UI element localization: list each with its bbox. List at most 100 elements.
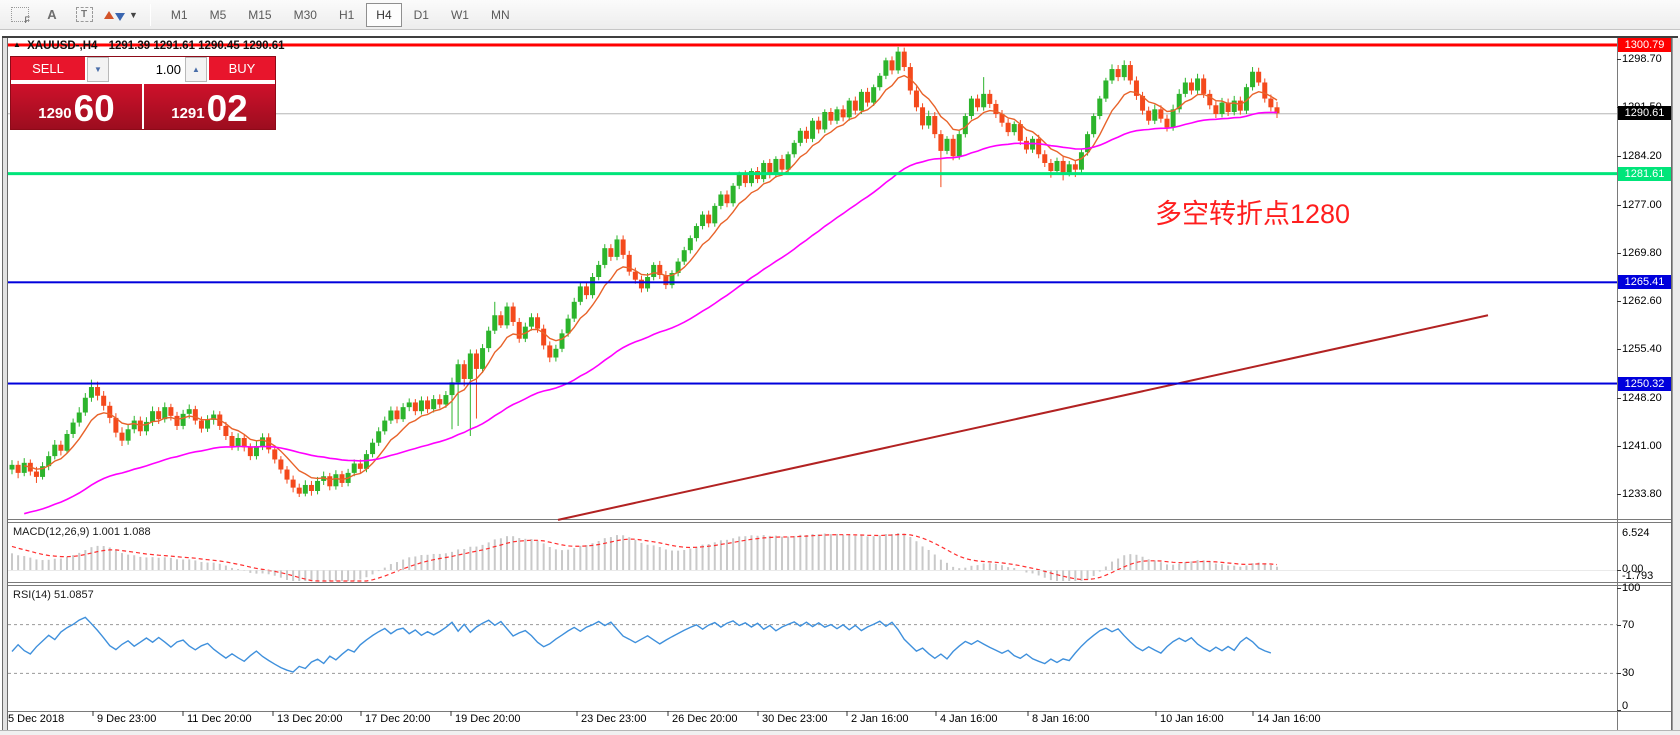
ohlc-values: 1291.39 1291.61 1290.45 1290.61 — [108, 40, 285, 52]
volume-input[interactable] — [109, 57, 185, 82]
timeframe-M5[interactable]: M5 — [209, 7, 227, 22]
window-right-edge — [1671, 38, 1672, 730]
volume-increase-button[interactable]: ▲ — [185, 57, 207, 82]
time-ticks — [92, 711, 1254, 716]
price-tick-label: 1241.00 — [1622, 440, 1662, 453]
axis-tick — [1617, 494, 1621, 496]
timeframe-M15[interactable]: M15 — [248, 7, 272, 22]
axis-tick — [1617, 446, 1621, 448]
price-tick-label: 1262.60 — [1622, 295, 1662, 308]
price-tick-label: 1298.70 — [1622, 53, 1662, 65]
axis-tick — [1617, 624, 1621, 626]
macd-signal-line — [11, 533, 1278, 582]
price-tick-label: 1284.20 — [1622, 150, 1662, 163]
one-click-trading-panel: SELL ▼ ▲ BUY 1290 60 1291 02 — [10, 56, 276, 130]
volume-stepper: ▼ ▲ — [85, 57, 209, 82]
price-level-badge: 1265.41 — [1618, 275, 1671, 290]
chevron-down-icon[interactable]: ▼ — [129, 9, 138, 20]
rsi-level-lines — [8, 624, 1617, 674]
time-axis-label: 14 Jan 16:00 — [1257, 713, 1321, 725]
buy-button[interactable]: BUY — [209, 57, 275, 82]
chart-annotation[interactable]: 多空转折点1280 — [1155, 199, 1351, 229]
axis-tick — [1617, 397, 1621, 399]
price-level-badge: 1290.61 — [1618, 106, 1671, 121]
sell-price-tile[interactable]: 1290 60 — [11, 84, 142, 129]
price-level-badge: 1250.32 — [1618, 376, 1671, 391]
toolbar-separator — [149, 3, 151, 26]
toolbar: F A T ▼ M1 M5 M15 M30 H1 H4 D1 W1 MN — [0, 0, 1680, 30]
sell-price-small: 1290 — [38, 105, 72, 122]
candles-layer — [9, 46, 1280, 498]
rsi-tick-label: 100 — [1622, 582, 1641, 594]
price-tick-label: 1248.20 — [1622, 391, 1662, 404]
macd-histogram — [11, 533, 1278, 581]
time-axis-label: 26 Dec 20:00 — [672, 713, 738, 725]
time-axis-label: 13 Dec 20:00 — [277, 713, 343, 725]
time-axis-label: 10 Jan 16:00 — [1160, 713, 1224, 725]
price-axis-border — [1617, 38, 1618, 730]
timeframe-D1[interactable]: D1 — [413, 7, 429, 22]
window-left-edge — [2, 38, 8, 730]
macd-min-label: -1.793 — [1622, 570, 1654, 582]
price-tick-label: 1269.80 — [1622, 246, 1662, 259]
axis-tick — [1617, 156, 1621, 158]
macd-zero-label: 0.00 — [1622, 563, 1644, 575]
price-tick-label: 1277.00 — [1622, 198, 1662, 211]
time-axis-label: 17 Dec 20:00 — [365, 713, 431, 725]
symbol-arrow-icon: ▲ — [13, 40, 21, 49]
time-axis-label: 19 Dec 20:00 — [455, 713, 521, 725]
level-lines — [8, 43, 1617, 385]
axis-tick — [1617, 673, 1621, 675]
status-bar — [0, 730, 1680, 735]
macd-zero-line — [8, 570, 1617, 571]
bid-price-line — [8, 113, 1617, 115]
axis-tick — [1617, 710, 1621, 711]
time-axis-label: 4 Jan 16:00 — [940, 713, 998, 725]
panel-separator[interactable] — [8, 585, 1671, 586]
axis-tick — [1617, 570, 1621, 571]
timeframe-bar: M1 M5 M15 M30 H1 H4 D1 W1 MN — [161, 2, 522, 27]
chart-window-border — [2, 36, 1678, 38]
sell-button[interactable]: SELL — [11, 57, 85, 82]
rsi-tick-label: 30 — [1622, 667, 1635, 680]
timeframe-H4[interactable]: H4 — [366, 2, 402, 27]
rsi-tick-label: 70 — [1622, 618, 1635, 631]
panel-separator[interactable] — [8, 522, 1671, 523]
timeframe-W1[interactable]: W1 — [450, 7, 469, 22]
timeframe-MN[interactable]: MN — [490, 7, 510, 22]
text-box-icon[interactable]: T — [72, 3, 96, 27]
time-axis-label: 11 Dec 20:00 — [187, 713, 252, 725]
cursor-arrows-icon[interactable]: ▼ — [104, 3, 138, 27]
buy-price-big: 02 — [206, 88, 248, 129]
axis-tick — [1617, 204, 1621, 206]
buy-price-tile[interactable]: 1291 02 — [144, 84, 275, 129]
axis-tick — [1617, 588, 1621, 589]
rsi-label: RSI(14) 51.0857 — [13, 589, 94, 601]
timeframe-M30[interactable]: M30 — [293, 7, 317, 22]
time-axis-label: 9 Dec 23:00 — [97, 713, 157, 725]
panel-separator[interactable] — [8, 582, 1671, 583]
axis-tick — [1617, 301, 1621, 303]
timeframe-H1[interactable]: H1 — [338, 7, 355, 22]
macd-max-label: 6.524 — [1622, 527, 1650, 539]
price-tick-label: 1233.80 — [1622, 488, 1662, 501]
price-level-badge: 1281.61 — [1618, 166, 1671, 181]
timeframe-M1[interactable]: M1 — [170, 7, 188, 22]
price-level-badge: 1300.79 — [1618, 37, 1671, 52]
volume-decrease-button[interactable]: ▼ — [87, 57, 109, 82]
rsi-line — [11, 616, 1272, 673]
panel-separator[interactable] — [8, 519, 1671, 520]
panel-separator — [8, 711, 1671, 712]
grid-template-icon[interactable]: F — [8, 3, 32, 27]
letter-a-icon[interactable]: A — [47, 7, 57, 22]
trendline — [557, 314, 1489, 521]
axis-tick — [1617, 59, 1621, 60]
symbol-timeframe: XAUUSD-,H4 — [27, 40, 98, 52]
axis-tick — [1617, 349, 1621, 351]
up-arrow-glyph — [104, 10, 114, 19]
vertical-scrollbar[interactable] — [1672, 38, 1680, 730]
down-arrow-glyph — [115, 13, 125, 21]
time-axis-label: 8 Jan 16:00 — [1032, 713, 1090, 725]
time-axis-label: 30 Dec 23:00 — [762, 713, 828, 725]
moving-averages — [23, 74, 1278, 515]
